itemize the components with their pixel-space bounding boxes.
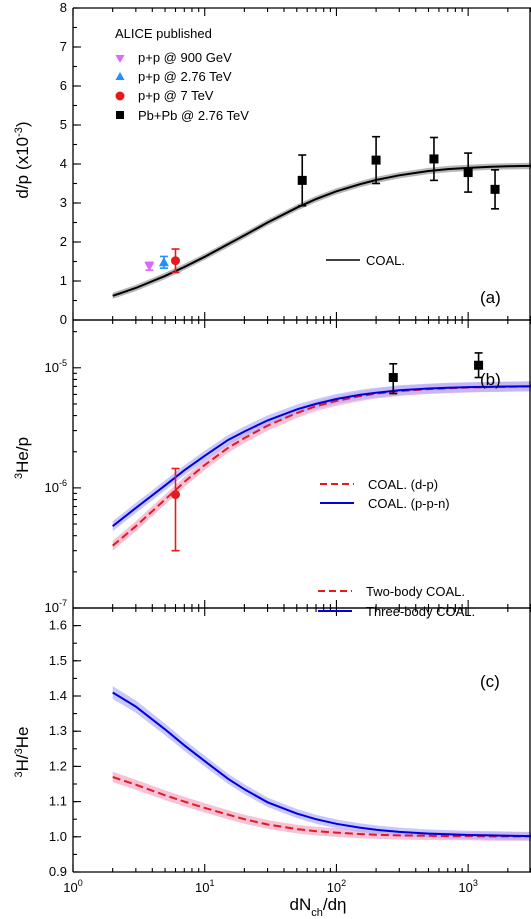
legend-entry: p+p @ 2.76 TeV <box>138 69 232 84</box>
data-point <box>158 257 169 267</box>
data-point <box>388 373 398 383</box>
y-tick-label: 6 <box>60 78 67 93</box>
y-tick-label: 4 <box>60 156 67 171</box>
legend-entry: COAL. (d-p) <box>368 477 438 492</box>
y-tick-label: 1.1 <box>49 794 67 809</box>
legend-panel-b: COAL. (d-p) COAL. (p-p-n) <box>320 477 450 511</box>
legend-entry: COAL. (p-p-n) <box>368 496 450 511</box>
data-point <box>170 256 180 266</box>
legend-entry: Pb+Pb @ 2.76 TeV <box>138 108 249 123</box>
axes: 0 1 2 3 4 5 6 7 8 10-7 10-6 10-5 0.9 1.0 1.1 1.2 1.3 1.4 1… <box>45 0 531 895</box>
x-axis-label: dNch/dη <box>290 895 347 919</box>
legend-marker-ppd900 <box>115 55 125 63</box>
data-point <box>371 155 381 165</box>
y-tick-label: 10-6 <box>45 478 67 495</box>
data-point <box>474 360 484 370</box>
y-tick-label: 2 <box>60 234 67 249</box>
data-point <box>490 184 500 194</box>
model-curve <box>112 385 531 527</box>
data-point <box>463 168 473 178</box>
y-tick-label: 7 <box>60 39 67 54</box>
y-tick-label: 0 <box>60 312 67 327</box>
model-band <box>112 686 531 841</box>
data-point <box>170 490 180 500</box>
y-tick-label: 1.4 <box>49 688 67 703</box>
legend-marker-pbpb <box>116 111 124 119</box>
y-tick-label: 1.0 <box>49 829 67 844</box>
y-tick-label: 5 <box>60 117 67 132</box>
legend-entry: Two-body COAL. <box>366 584 465 599</box>
panel-c-label: (c) <box>480 672 500 691</box>
legend-panel-c: Two-body COAL. Three-body COAL. <box>318 584 475 619</box>
legend-marker-pp7 <box>115 91 125 101</box>
data-point <box>297 175 307 185</box>
legend-panel-a: ALICE published p+p @ 900 GeV p+p @ 2.76… <box>115 26 249 123</box>
model-band <box>112 771 531 841</box>
x-tick-label: 102 <box>327 878 346 895</box>
y-tick-label: 1.5 <box>49 653 67 668</box>
legend-entry: COAL. <box>366 253 405 268</box>
y-tick-label: 1.3 <box>49 723 67 738</box>
model-curves <box>112 164 531 838</box>
legend-title: ALICE published <box>115 26 212 41</box>
x-tick-label: 101 <box>195 878 214 895</box>
x-tick-label: 100 <box>63 878 82 895</box>
y-tick-label: 0.9 <box>49 864 67 879</box>
y-tick-label: 1 <box>60 273 67 288</box>
panel-a-ylabel: d/p(x10-3) <box>13 121 32 198</box>
model-curve <box>112 776 531 838</box>
y-tick-label: 1.2 <box>49 758 67 773</box>
panel-b-label: (b) <box>480 370 501 389</box>
data-point <box>429 154 439 164</box>
y-tick-label: 8 <box>60 0 67 15</box>
panel-c-ylabel: 3H/3He <box>13 727 32 778</box>
panel-b-ylabel: 3He/p <box>13 437 32 479</box>
legend-entry: Three-body COAL. <box>366 604 475 619</box>
x-tick-label: 103 <box>458 878 477 895</box>
y-tick-label: 3 <box>60 195 67 210</box>
panel-a-label: (a) <box>480 288 501 307</box>
y-tick-label: 10-7 <box>45 598 67 615</box>
model-curve <box>112 691 531 838</box>
legend-marker-pp276 <box>115 72 125 80</box>
y-tick-label: 10-5 <box>45 358 67 375</box>
data-point <box>144 262 155 272</box>
legend-entry: p+p @ 900 GeV <box>138 50 232 65</box>
legend-panel-a-model: COAL. <box>326 253 405 268</box>
data-points <box>144 135 500 552</box>
legend-entry: p+p @ 7 TeV <box>138 88 214 103</box>
y-tick-label: 1.6 <box>49 618 67 633</box>
